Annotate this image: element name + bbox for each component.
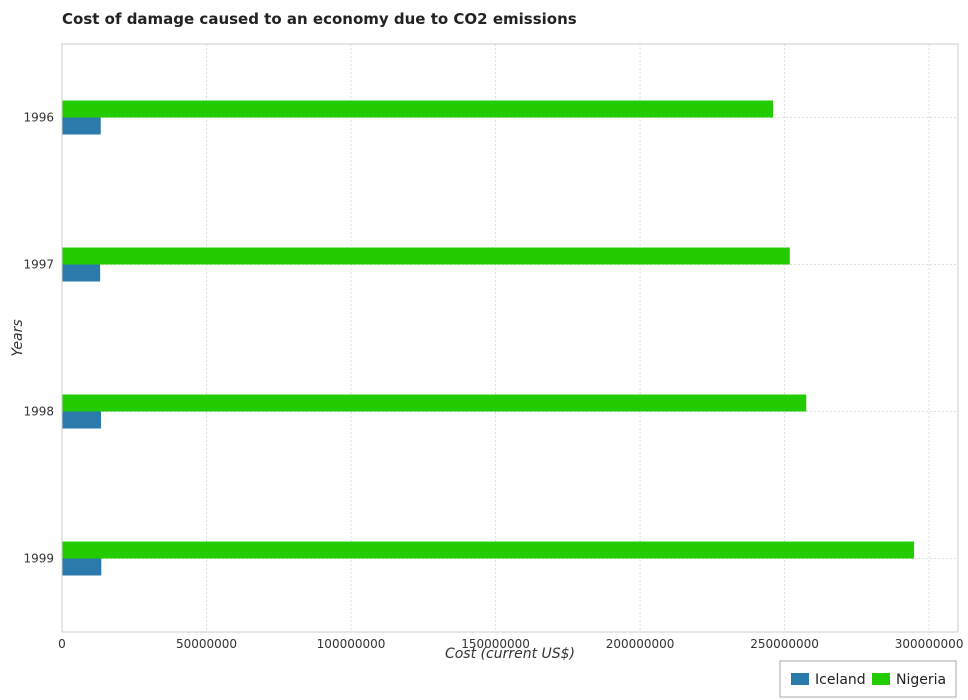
x-tick-label: 200000000 [606,637,675,651]
y-tick-label: 1997 [23,258,54,272]
x-tick-label: 50000000 [176,637,237,651]
bar-iceland-1998 [62,411,102,429]
x-tick-label: 150000000 [461,637,530,651]
bar-iceland-1997 [62,264,101,282]
legend-swatch-iceland [791,673,809,685]
bar-nigeria-1998 [62,394,807,412]
x-tick-label: 250000000 [750,637,819,651]
y-axis-label: Years [10,319,26,356]
y-tick-label: 1996 [23,111,54,125]
legend-swatch-nigeria [872,673,890,685]
legend-frame [779,660,957,698]
x-tick-label: 0 [58,637,66,651]
y-tick-label: 1999 [23,552,54,566]
x-tick-label: 300000000 [895,637,964,651]
x-tick-label: 100000000 [317,637,386,651]
legend-label-nigeria: Nigeria [896,672,946,688]
bar-nigeria-1999 [62,541,915,559]
legend: Iceland Nigeria [779,660,957,698]
x-axis-label: Cost (current US$) [445,646,575,662]
y-ticks: 1996 1997 1998 1999 [23,111,54,566]
plot-frame [61,43,959,633]
y-tick-label: 1998 [23,405,54,419]
bar-iceland-1996 [62,117,101,135]
bar-nigeria-1997 [62,247,790,265]
bar-iceland-1999 [62,558,102,576]
chart-title: Cost of damage caused to an economy due … [62,10,577,28]
x-ticks: 0 50000000 100000000 150000000 200000000 2500… [58,637,963,651]
bars [62,100,915,576]
bar-nigeria-1996 [62,100,774,118]
legend-label-iceland: Iceland [815,672,866,688]
